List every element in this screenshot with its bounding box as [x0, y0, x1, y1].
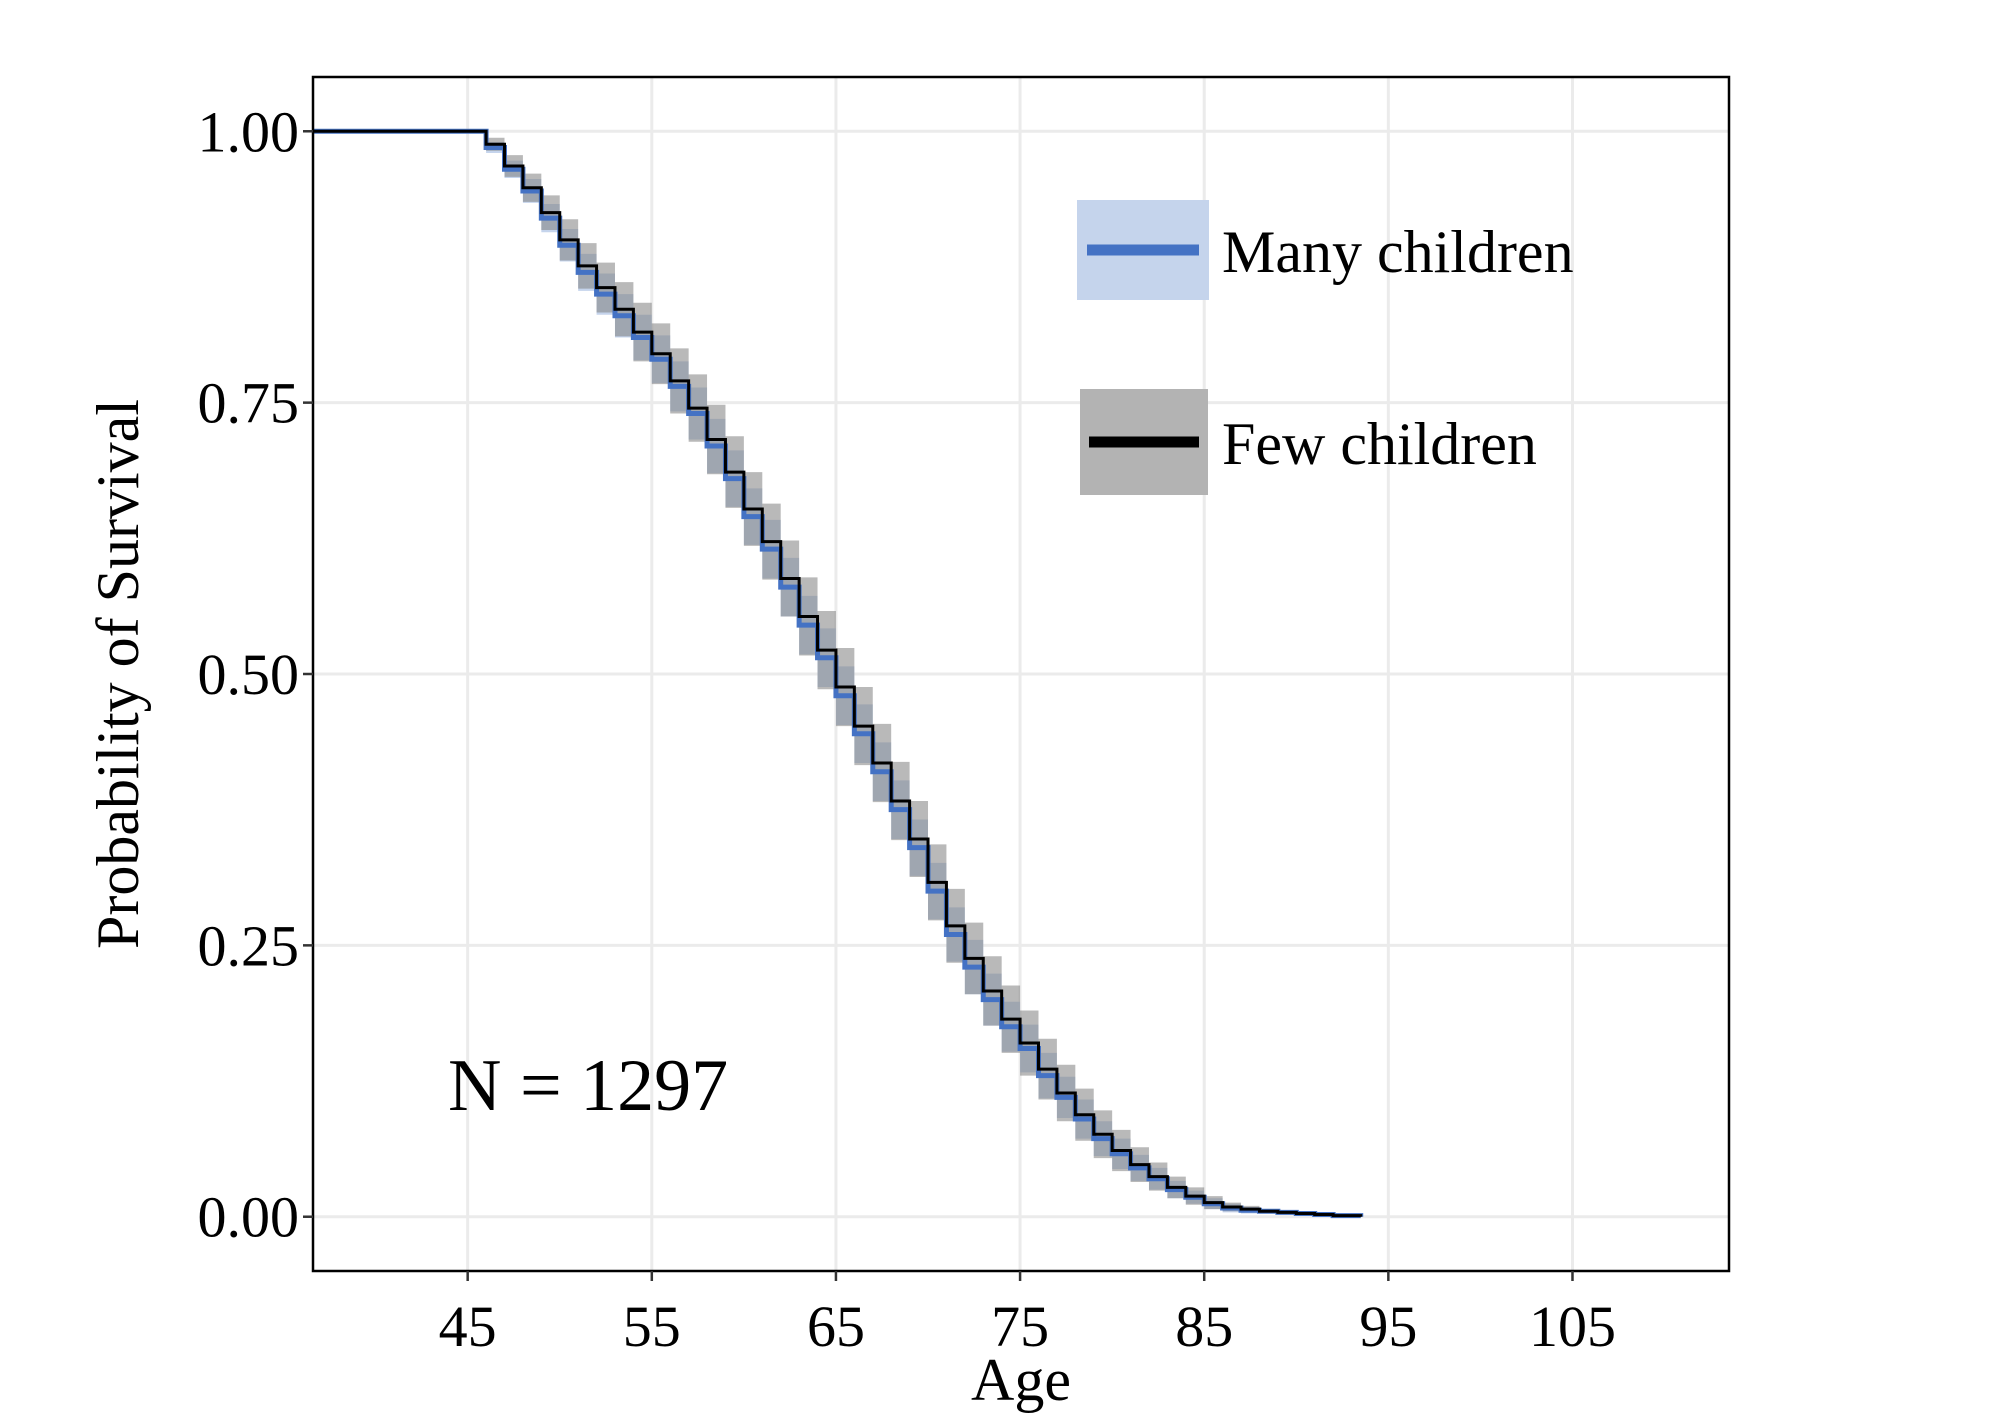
y-axis-title: Probability of Survival: [85, 399, 151, 949]
x-tick-label: 95: [1359, 1294, 1417, 1359]
x-tick-label: 85: [1175, 1294, 1233, 1359]
legend: Many children Few children: [1077, 200, 1574, 495]
x-axis-title: Age: [971, 1347, 1071, 1413]
y-tick-label: 1.00: [198, 99, 300, 164]
x-tick-label: 55: [623, 1294, 681, 1359]
survival-lines: [313, 128, 1364, 1219]
x-tick-label: 65: [807, 1294, 865, 1359]
legend-label: Few children: [1222, 411, 1537, 477]
legend-item-many-children: Many children: [1077, 200, 1574, 300]
survival-line-few-children: [313, 129, 1363, 1218]
x-tick-label: 105: [1529, 1294, 1616, 1359]
y-tick-label: 0.75: [198, 371, 300, 436]
x-tick-label: 75: [991, 1294, 1049, 1359]
x-axis: 45 55 65 75 85 95 105: [439, 1271, 1616, 1359]
sample-size-annotation: N = 1297: [448, 1045, 728, 1127]
legend-item-few-children: Few children: [1080, 389, 1537, 495]
x-tick-label: 45: [439, 1294, 497, 1359]
legend-label: Many children: [1222, 219, 1574, 285]
grid: [313, 77, 1729, 1271]
y-axis: 0.00 0.25 0.50 0.75 1.00: [198, 99, 313, 1250]
y-tick-label: 0.00: [198, 1185, 300, 1250]
y-tick-label: 0.25: [198, 913, 300, 978]
y-tick-label: 0.50: [198, 642, 300, 707]
